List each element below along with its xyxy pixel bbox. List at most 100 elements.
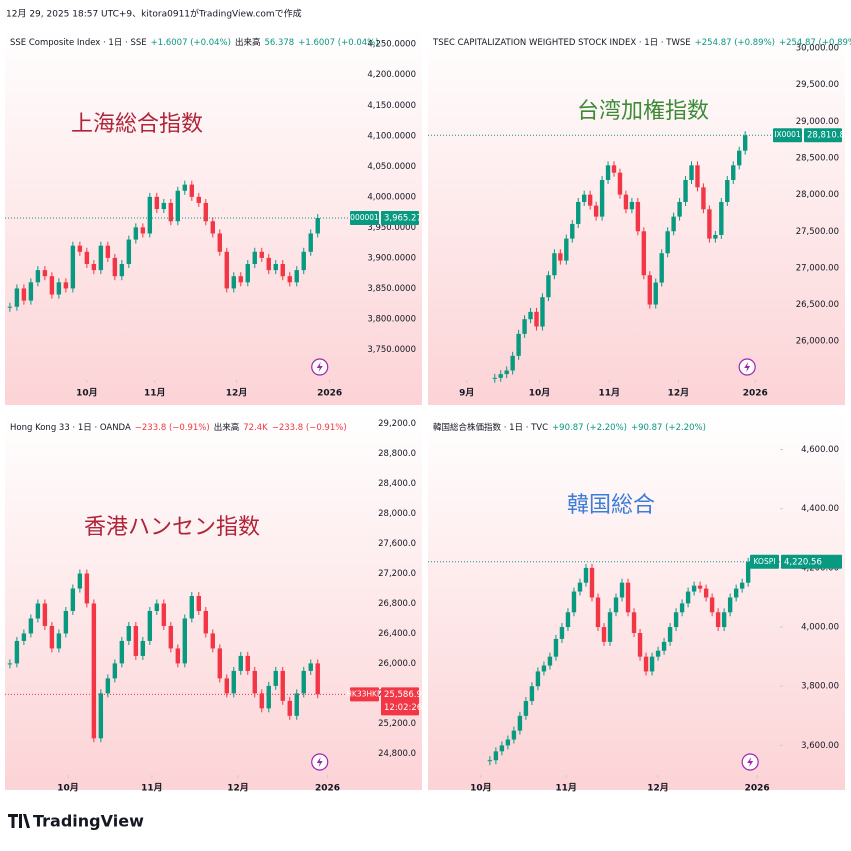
candle (617, 172, 623, 195)
y-tick-label: 3,900.0000 (367, 253, 416, 263)
candle (685, 591, 691, 604)
candle (593, 205, 599, 217)
y-tick-label: 26,800.0 (378, 599, 416, 609)
candle (534, 311, 539, 327)
candle (613, 597, 619, 613)
y-tick-label: 27,500.00 (796, 227, 839, 237)
candle (529, 686, 535, 702)
legend-item: +90.87 (+2.20%) (552, 423, 627, 433)
candle (703, 588, 709, 598)
candle (56, 633, 62, 649)
candle (105, 678, 111, 694)
candle (552, 253, 557, 276)
panel-background (428, 413, 845, 790)
candle (577, 582, 583, 592)
candle (522, 319, 527, 334)
candle (112, 663, 118, 679)
chart-legend: TSEC CAPITALIZATION WEIGHTED STOCK INDEX… (432, 38, 851, 48)
legend-item: +254.87 (+0.89%) (779, 38, 851, 48)
candle (535, 671, 541, 687)
candle (665, 231, 670, 254)
countdown-label: 12:02:26 (384, 703, 422, 713)
candle (637, 632, 643, 657)
candle (553, 638, 559, 657)
legend-item: SSE Composite Index · 1日 · SSE (10, 38, 147, 48)
candle (168, 625, 174, 649)
y-tick-label: 28,000.0 (378, 509, 416, 519)
y-tick-label: 28,800.0 (378, 449, 416, 459)
legend-item: −233.8 (−0.91%) (272, 423, 347, 433)
candle (601, 627, 607, 642)
candle (745, 561, 751, 583)
candle (697, 585, 703, 589)
candle (133, 227, 139, 240)
candle (649, 656, 655, 672)
candle (564, 238, 569, 261)
candle (315, 218, 320, 234)
candle (625, 582, 631, 613)
y-tick-label: 29,200.0 (378, 419, 416, 429)
price-box (781, 554, 842, 569)
symbol-box (773, 128, 802, 143)
candle (21, 633, 27, 641)
candle (126, 625, 132, 641)
candle (635, 201, 641, 232)
candle (147, 196, 153, 234)
candle (119, 264, 125, 277)
x-tick-label: 11月 (555, 783, 577, 794)
legend-item: +90.87 (+2.20%) (631, 423, 706, 433)
candle (582, 194, 587, 202)
chart-legend: Hong Kong 33 · 1日 · OANDA −233.8 (−0.91%)… (10, 422, 347, 433)
candle (182, 184, 188, 191)
candle (301, 670, 306, 694)
candle (70, 245, 76, 289)
candle (266, 257, 271, 271)
candle (273, 264, 278, 271)
price-label: 25,586.9 (384, 690, 422, 700)
candle (189, 596, 195, 619)
y-tick-label: 4,000.00 (801, 623, 839, 633)
price-label: 4,220.56 (784, 557, 822, 567)
candle (301, 251, 306, 271)
candle (35, 270, 41, 283)
candle (56, 282, 62, 295)
candle (231, 670, 236, 694)
y-tick-label: 4,200.0000 (367, 70, 416, 80)
symbol-box (350, 687, 379, 702)
symbol-label: HK33HKD (346, 689, 383, 698)
candle (49, 625, 55, 649)
candle (629, 201, 635, 210)
candle (84, 251, 90, 264)
y-tick-label: 27,200.0 (378, 569, 416, 579)
candle (287, 700, 292, 716)
symbol-label: KOSPI (754, 557, 776, 566)
x-tick-label: 2026 (317, 389, 342, 399)
annotation: 台湾加権指数 (577, 99, 709, 124)
legend-item: +1.6007 (+0.04%) (151, 38, 231, 48)
y-tick-label: 27,000.00 (796, 263, 839, 273)
candle (126, 239, 132, 264)
candle (63, 282, 69, 289)
candle (168, 202, 174, 222)
candle (715, 612, 721, 628)
logo (8, 814, 30, 828)
candle (112, 257, 118, 277)
candle (607, 612, 613, 642)
candle (42, 270, 48, 277)
y-tick-label: 28,400.0 (378, 479, 416, 489)
candle (641, 231, 647, 276)
x-tick-label: 11月 (141, 783, 163, 794)
candle (77, 573, 83, 589)
candle (154, 196, 160, 210)
candle (140, 227, 146, 234)
candle (727, 597, 733, 613)
candle (217, 648, 222, 679)
candle (599, 179, 605, 217)
symbol-box (750, 554, 779, 569)
candle (709, 597, 715, 613)
candle (731, 165, 736, 180)
candle (91, 603, 97, 739)
legend-item: 72.4K (243, 423, 268, 433)
candle (653, 282, 658, 305)
